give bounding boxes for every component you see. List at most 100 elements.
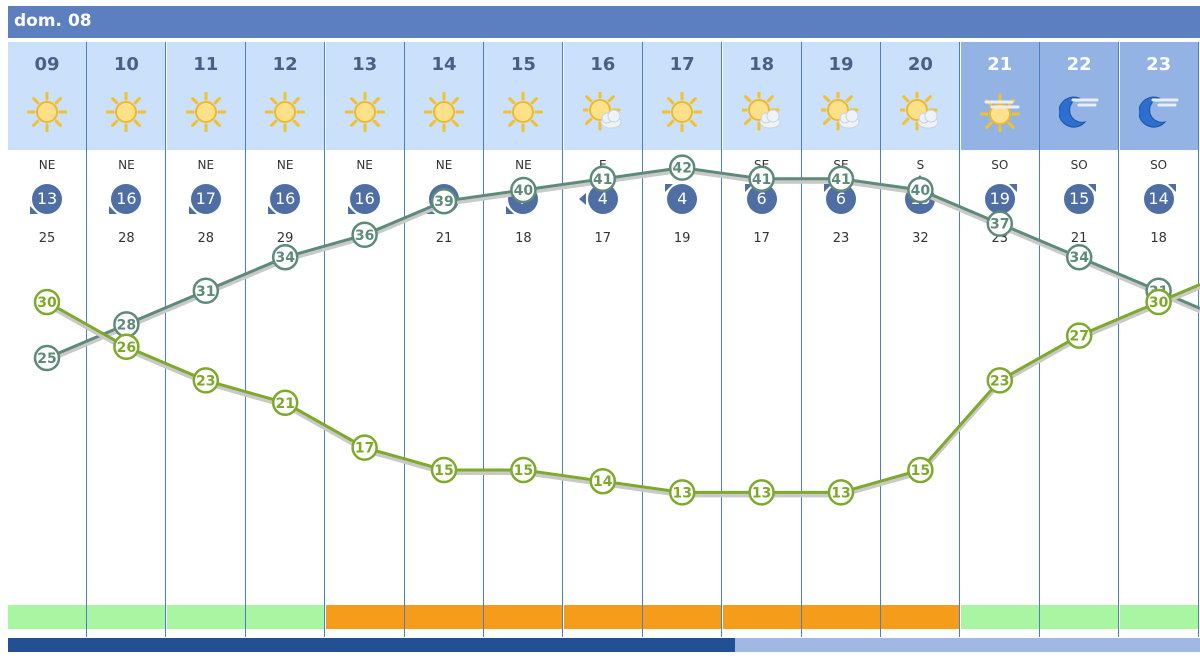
wind-gust-value: 17 <box>594 231 612 246</box>
wind-arrow-icon <box>506 206 515 214</box>
data-point <box>430 187 458 215</box>
series-line-shadow <box>46 168 1200 363</box>
wind-arrow-icon <box>1088 184 1097 192</box>
data-label: 40 <box>911 183 931 199</box>
level-strip <box>405 605 483 629</box>
hour-label: 19 <box>828 54 854 75</box>
hour-label: 21 <box>987 54 1013 75</box>
hour-header: 17 <box>643 42 722 150</box>
level-strip <box>802 605 880 629</box>
hour-label: 10 <box>113 54 139 75</box>
data-label: 25 <box>37 351 56 367</box>
hour-label: 22 <box>1066 54 1092 75</box>
level-strip <box>563 605 642 629</box>
hour-header: 23 <box>1119 42 1198 150</box>
wind-speed-badge: 16 <box>111 184 142 214</box>
wind-arrow-icon <box>268 206 277 214</box>
hour-column: 18 SE 6 17 <box>722 42 802 637</box>
data-label: 31 <box>196 284 215 300</box>
data-label: 23 <box>196 373 215 389</box>
data-label: 26 <box>117 340 136 356</box>
hour-header: 22 <box>1040 42 1119 150</box>
level-strip <box>484 605 563 629</box>
level-strip <box>325 605 404 629</box>
temperature-chart: 2528313436394041424141403734313026232117… <box>33 154 1200 506</box>
data-label: 13 <box>752 485 771 501</box>
data-point <box>192 367 220 394</box>
series-line-shadow <box>46 285 1200 498</box>
sun-icon <box>105 91 147 133</box>
level-strip <box>246 605 325 629</box>
wind-arrow-icon <box>578 193 586 205</box>
hour-label: 18 <box>749 54 775 75</box>
hour-column: 10 NE 16 28 <box>87 42 167 637</box>
wind-speed-badge: 14 <box>1143 184 1174 214</box>
wind-arrow-icon <box>744 184 753 192</box>
level-strip <box>1119 605 1198 629</box>
series-line <box>46 166 1200 360</box>
sun-icon <box>423 91 465 133</box>
level-strip <box>722 605 801 629</box>
sun-cloud-icon <box>579 89 623 132</box>
hour-column: 09 NE 13 25 <box>8 42 87 637</box>
timeline-scroll-thumb[interactable] <box>8 638 736 652</box>
data-point <box>986 210 1014 237</box>
hour-column: 23 SO 14 18 <box>1119 42 1199 637</box>
wind-direction: SO <box>991 158 1009 172</box>
wind-speed-badge: 19 <box>984 184 1015 214</box>
wind-arrow-icon <box>188 206 197 214</box>
wind-direction: E <box>599 158 607 172</box>
hour-header: 12 <box>246 42 325 150</box>
wind-arrow-icon <box>665 184 674 192</box>
hour-column: 20 S 13 32 <box>881 42 961 637</box>
data-point <box>510 176 537 204</box>
data-point <box>510 456 537 484</box>
wind-speed-badge: 4 <box>667 184 698 214</box>
data-label: 42 <box>672 161 691 177</box>
data-label: 30 <box>37 295 57 311</box>
wind-gust-value: 21 <box>1070 231 1088 246</box>
sun-cloud-icon <box>738 89 782 132</box>
level-strip <box>881 605 960 629</box>
data-point <box>113 333 140 361</box>
series-line <box>46 283 1200 494</box>
wind-arrow-icon <box>347 206 356 214</box>
wind-direction: NE <box>118 158 135 172</box>
sun-icon <box>264 91 306 133</box>
wind-gust-value: 32 <box>912 231 929 246</box>
data-point <box>668 479 696 506</box>
wind-gust-value: 28 <box>197 231 215 246</box>
hour-column: 19 SE 6 23 <box>802 42 881 637</box>
wind-gust-value: 19 <box>673 231 691 246</box>
level-strip <box>643 605 722 629</box>
hour-label: 16 <box>590 54 616 75</box>
timeline-scrollbar[interactable] <box>8 638 1200 652</box>
data-point <box>430 456 458 484</box>
data-point <box>907 456 934 484</box>
hour-header: 10 <box>87 42 166 150</box>
wind-gust-value: 25 <box>38 231 56 246</box>
wind-speed-badge: 13 <box>32 184 62 214</box>
hour-header: 13 <box>325 42 404 150</box>
data-point <box>351 221 378 249</box>
moon-cloud-icon <box>1137 92 1179 132</box>
sun-cloud-icon <box>817 89 861 132</box>
hour-label: 09 <box>34 54 60 75</box>
data-point <box>827 479 855 506</box>
data-point <box>907 176 934 204</box>
day-label: dom. 08 <box>14 11 92 31</box>
data-point <box>1065 322 1093 349</box>
sun-icon <box>26 91 68 133</box>
data-point <box>748 479 775 506</box>
data-point <box>271 389 299 417</box>
data-label: 41 <box>593 172 612 188</box>
hour-label: 12 <box>272 54 298 75</box>
data-point <box>33 288 61 316</box>
wind-arrow-icon <box>1167 184 1176 192</box>
data-label: 17 <box>355 441 374 457</box>
level-strip <box>960 605 1039 629</box>
data-label: 41 <box>831 172 850 188</box>
hourly-columns: 09 NE 13 25 10 NE 16 28 11 NE 17 28 12 N… <box>8 42 1200 637</box>
sun-icon <box>661 91 703 133</box>
sun-haze-icon <box>979 92 1021 135</box>
